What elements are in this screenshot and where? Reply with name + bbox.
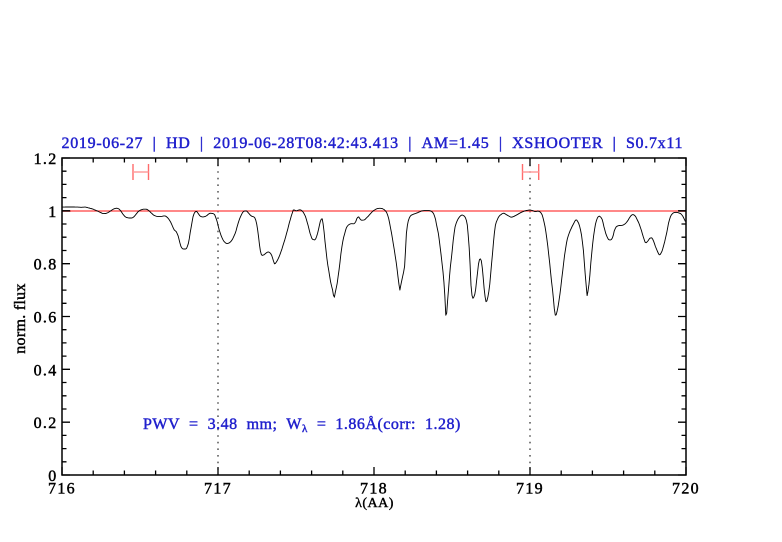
svg-text:0.8: 0.8 bbox=[34, 257, 58, 274]
svg-text:0.6: 0.6 bbox=[34, 310, 58, 327]
svg-text:2019-06-27 | HD | 2019-06-: 2019-06-27 | HD | 2019-06-28T08:42:43.41… bbox=[62, 135, 683, 152]
svg-text:0: 0 bbox=[48, 468, 57, 485]
svg-text:1.2: 1.2 bbox=[34, 151, 58, 168]
svg-text:719: 719 bbox=[516, 481, 544, 498]
svg-text:0.4: 0.4 bbox=[34, 362, 58, 379]
svg-text:718: 718 bbox=[360, 481, 388, 498]
svg-text:norm. flux: norm. flux bbox=[12, 283, 29, 354]
svg-text:λ(AA): λ(AA) bbox=[355, 496, 394, 511]
svg-text:717: 717 bbox=[204, 481, 232, 498]
svg-text:720: 720 bbox=[672, 481, 700, 498]
svg-text:0.2: 0.2 bbox=[34, 415, 58, 432]
svg-text:1: 1 bbox=[48, 204, 57, 221]
svg-text:PWV = 3.48 mm; Wλ = 1.86: PWV = 3.48 mm; Wλ = 1.86Å(corr: 1.28) bbox=[143, 415, 461, 435]
svg-text:716: 716 bbox=[48, 481, 76, 498]
